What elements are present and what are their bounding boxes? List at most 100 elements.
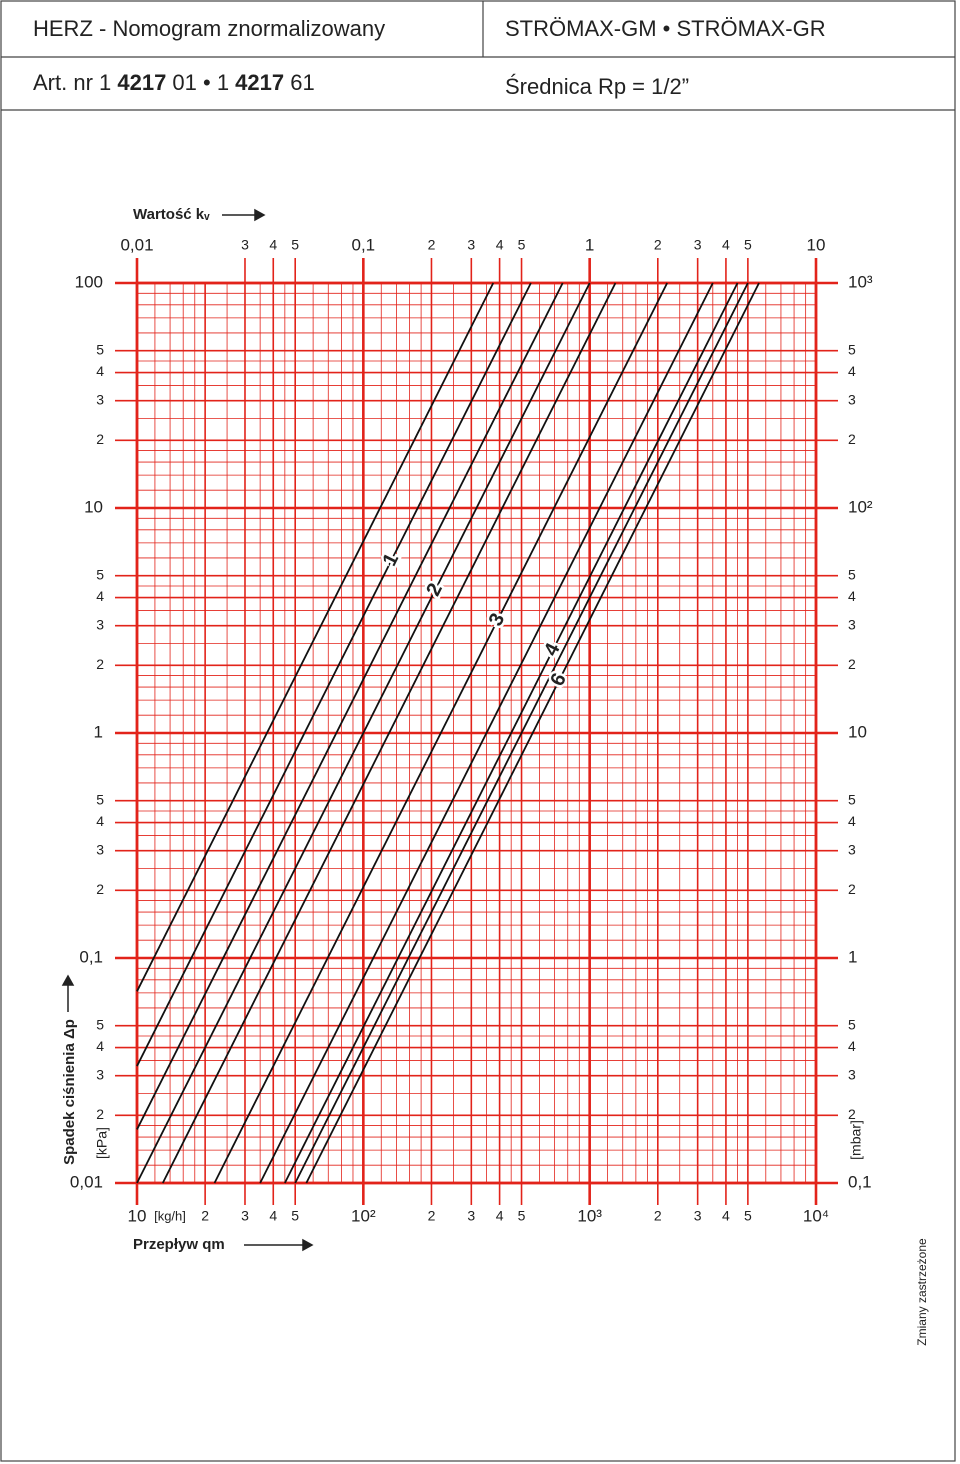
series-line: [136, 282, 591, 1184]
y2-tick-label: 5: [848, 566, 856, 582]
article-part: 01 • 1: [166, 70, 235, 95]
x-tick-label: 5: [291, 1208, 299, 1224]
y-tick-label: 3: [96, 841, 104, 857]
x-axis-unit: [kg/h]: [154, 1208, 186, 1223]
series-label: 3: [485, 610, 510, 630]
y2-tick-label: 4: [848, 363, 856, 379]
y-axis-title: Spadek ciśnienia Δp: [61, 1019, 78, 1165]
x2-axis-title: Wartość kᵥ: [133, 206, 210, 223]
series-label: 2: [422, 580, 447, 600]
y2-tick-label: 3: [848, 1066, 856, 1082]
y2-tick-label: 4: [848, 813, 856, 829]
x-tick-label: 10²: [351, 1206, 376, 1225]
y-tick-label: 3: [96, 391, 104, 407]
x-tick-label: 3: [694, 1208, 702, 1224]
y2-tick-label: 2: [848, 1106, 856, 1122]
arrow: [244, 1238, 314, 1252]
x2-tick-label: 2: [654, 237, 662, 253]
x2-tick-label: 1: [585, 235, 594, 254]
x2-tick-label: 0,1: [352, 235, 376, 254]
series-line: [259, 282, 714, 1184]
arrow: [61, 974, 75, 1012]
y2-axis-unit: [mbar]: [848, 1120, 864, 1160]
article-part: 61: [284, 70, 315, 95]
y2-tick-label: 10²: [848, 497, 873, 516]
x2-tick-label: 10: [807, 235, 826, 254]
y-tick-label: 3: [96, 1066, 104, 1082]
series-line: [294, 282, 749, 1184]
y2-tick-label: 2: [848, 881, 856, 897]
x-tick-label: 4: [722, 1208, 730, 1224]
article-part: Art. nr 1: [33, 70, 117, 95]
y2-tick-label: 5: [848, 341, 856, 357]
series-line: [136, 282, 532, 1067]
series-line: [136, 282, 495, 992]
header-article: Art. nr 1 4217 01 • 1 4217 61: [33, 70, 315, 95]
y-axis-unit: [kPa]: [94, 1127, 110, 1159]
x-tick-label: 3: [467, 1208, 475, 1224]
header-product: STRÖMAX-GM • STRÖMAX-GR: [505, 16, 826, 41]
x-tick-label: 2: [654, 1208, 662, 1224]
y2-tick-label: 4: [848, 1038, 856, 1054]
x-tick-label: 10⁴: [803, 1206, 829, 1225]
grid: [115, 258, 838, 1205]
y-tick-label: 5: [96, 791, 104, 807]
article-part: 4217: [235, 70, 284, 95]
y2-tick-label: 4: [848, 588, 856, 604]
x-tick-label: 10³: [577, 1206, 602, 1225]
x-tick-label: 5: [744, 1208, 752, 1224]
article-part: 4217: [117, 70, 166, 95]
y-tick-label: 1: [94, 722, 103, 741]
x2-tick-label: 3: [241, 237, 249, 253]
series-label: 4: [540, 639, 565, 660]
plot-frame: [135, 281, 818, 1185]
x2-tick-label: 3: [467, 237, 475, 253]
y-tick-label: 2: [96, 881, 104, 897]
x2-tick-label: 5: [291, 237, 299, 253]
y-tick-label: 100: [75, 272, 103, 291]
y2-tick-label: 5: [848, 1016, 856, 1032]
x2-tick-label: 2: [428, 237, 436, 253]
y2-tick-label: 0,1: [848, 1172, 872, 1191]
series-line: [213, 282, 668, 1184]
x-tick-label: 2: [201, 1208, 209, 1224]
y-tick-label: 4: [96, 1038, 104, 1054]
y-tick-label: 0,1: [79, 947, 103, 966]
y-tick-label: 5: [96, 341, 104, 357]
footer-note: Zmiany zastrzeżone: [915, 1238, 929, 1346]
y-tick-label: 4: [96, 588, 104, 604]
header-title: HERZ - Nomogram znormalizowany: [33, 16, 385, 41]
x2-tick-label: 5: [518, 237, 526, 253]
x-tick-label: 4: [269, 1208, 277, 1224]
x2-tick-label: 4: [269, 237, 277, 253]
x-tick-label: 4: [496, 1208, 504, 1224]
y2-tick-label: 2: [848, 431, 856, 447]
y2-tick-label: 3: [848, 616, 856, 632]
series-line: [305, 282, 760, 1184]
x2-tick-label: 5: [744, 237, 752, 253]
y-tick-label: 0,01: [70, 1172, 103, 1191]
y-tick-label: 2: [96, 1106, 104, 1122]
series-label: 1: [379, 550, 404, 570]
x-tick-label: 10: [128, 1206, 147, 1225]
y2-tick-label: 5: [848, 791, 856, 807]
arrow: [222, 208, 266, 222]
y-tick-label: 5: [96, 566, 104, 582]
x2-tick-label: 4: [496, 237, 504, 253]
x2-tick-label: 0,01: [120, 235, 153, 254]
header-diameter: Średnica Rp = 1/2”: [505, 74, 689, 99]
x-tick-label: 5: [518, 1208, 526, 1224]
y2-tick-label: 3: [848, 391, 856, 407]
series-line: [284, 282, 739, 1184]
x-tick-label: 3: [241, 1208, 249, 1224]
x2-tick-label: 4: [722, 237, 730, 253]
y-tick-label: 2: [96, 656, 104, 672]
y-tick-label: 4: [96, 363, 104, 379]
series-line: [161, 282, 617, 1184]
y-tick-label: 4: [96, 813, 104, 829]
y2-tick-label: 10: [848, 722, 867, 741]
series-line: [136, 282, 564, 1130]
